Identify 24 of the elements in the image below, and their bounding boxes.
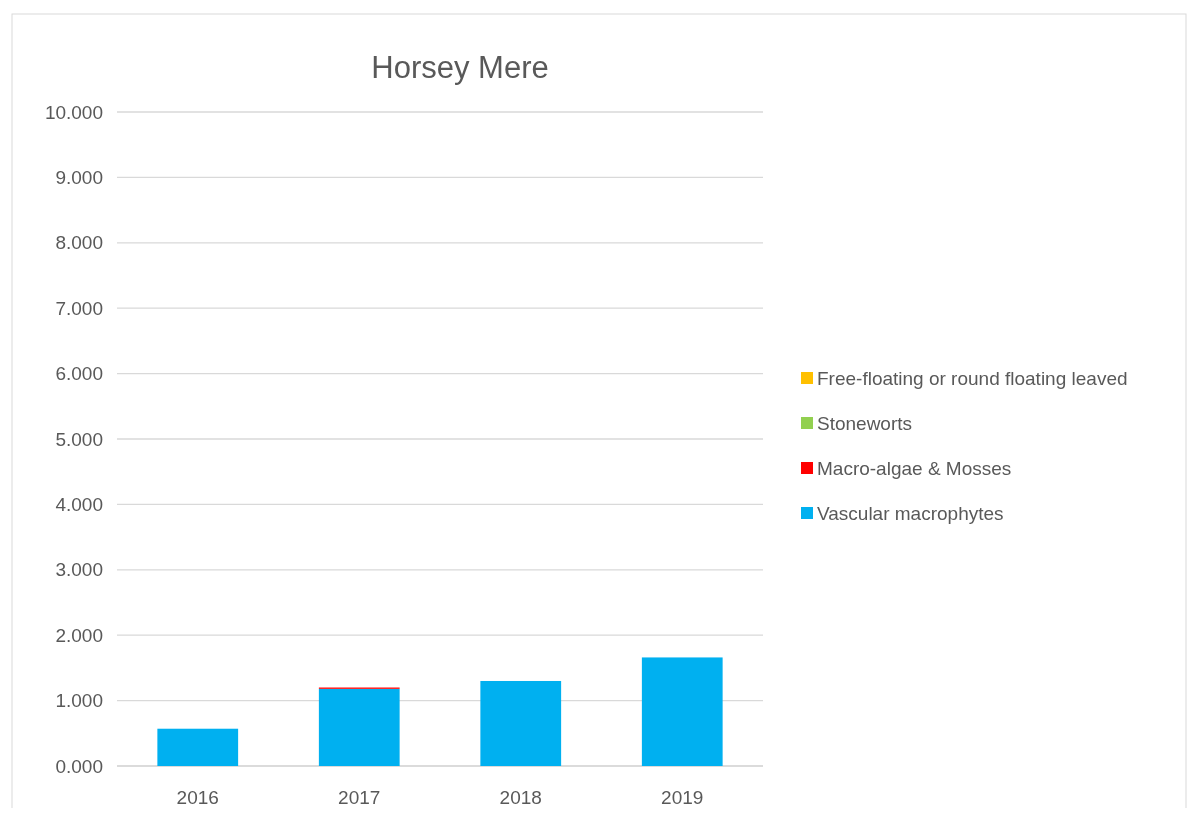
- bar: [480, 680, 562, 766]
- bar: [641, 657, 723, 766]
- y-tick-label: 0.000: [55, 755, 103, 777]
- y-tick-label: 10.000: [44, 101, 103, 123]
- legend-label: Vascular macrophytes: [817, 502, 1004, 524]
- legend-label: Free-floating or round floating leaved: [817, 367, 1128, 389]
- y-tick-label: 8.000: [55, 232, 103, 254]
- x-tick-label: 2017: [338, 787, 381, 808]
- y-tick-label: 1.000: [55, 690, 103, 712]
- legend-label: Stoneworts: [817, 412, 913, 434]
- x-tick-label: 2019: [661, 787, 704, 808]
- y-tick-label: 4.000: [55, 494, 103, 516]
- y-tick-label: 7.000: [55, 297, 103, 319]
- x-tick-label: 2018: [499, 787, 542, 808]
- x-tick-label: 2016: [176, 787, 219, 808]
- y-tick-label: 5.000: [55, 428, 103, 450]
- y-tick-label: 9.000: [55, 167, 103, 189]
- chart-title: Horsey Mere: [371, 50, 549, 85]
- y-tick-label: 3.000: [55, 559, 103, 581]
- bar: [318, 688, 400, 766]
- bar: [157, 728, 239, 766]
- legend-label: Macro-algae & Mosses: [817, 457, 1012, 479]
- y-tick-label: 6.000: [55, 363, 103, 385]
- y-tick-label: 2.000: [55, 624, 103, 646]
